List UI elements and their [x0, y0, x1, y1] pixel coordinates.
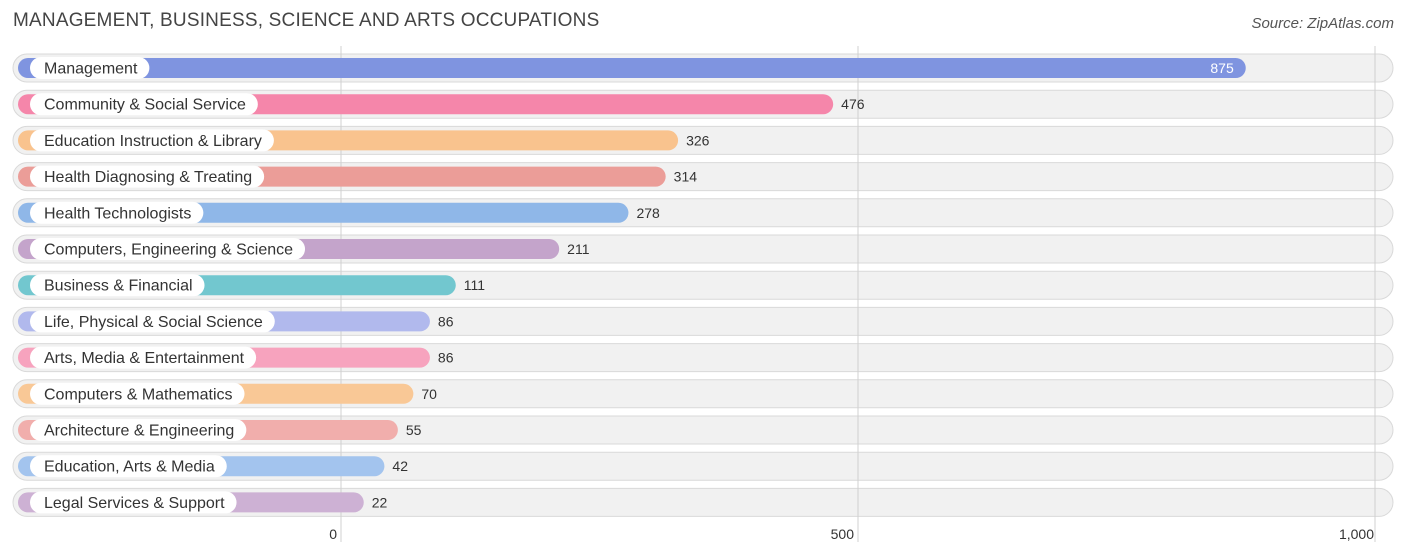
category-label-pill [30, 201, 204, 224]
category-label-pill [30, 165, 265, 188]
category-label-pill [30, 274, 205, 297]
value-label: 55 [406, 422, 422, 438]
value-label: 70 [421, 386, 437, 402]
category-label: Computers & Mathematics [44, 386, 233, 403]
category-label: Education Instruction & Library [44, 133, 262, 150]
category-label-pill [30, 238, 306, 260]
value-label: 314 [674, 169, 698, 185]
category-label-pill [30, 93, 258, 116]
value-label: 22 [372, 494, 388, 510]
value-label: 875 [1210, 60, 1234, 76]
category-label-pill [30, 310, 275, 333]
category-label-pill [30, 419, 247, 441]
x-tick-label: 500 [831, 526, 855, 542]
category-label: Health Diagnosing & Treating [44, 169, 252, 186]
category-label: Life, Physical & Social Science [44, 314, 263, 331]
category-label: Education, Arts & Media [44, 459, 215, 476]
value-label: 278 [636, 205, 660, 221]
bars: Management 875 Community & Social Service 4… [18, 57, 1246, 514]
category-label-pill [30, 57, 150, 79]
category-label: Business & Financial [44, 278, 193, 295]
category-label: Legal Services & Support [44, 495, 225, 512]
category-label-pill [30, 129, 274, 152]
category-label-pill [30, 346, 257, 369]
value-label: 326 [686, 132, 710, 148]
x-tick-label: 0 [329, 526, 337, 542]
category-label: Computers, Engineering & Science [44, 242, 293, 259]
category-label-pill [30, 382, 245, 405]
chart-title: MANAGEMENT, BUSINESS, SCIENCE AND ARTS O… [13, 10, 600, 31]
category-label: Health Technologists [44, 205, 191, 222]
value-label: 42 [392, 458, 408, 474]
x-axis-ticks: 0 500 1,000 [329, 526, 1374, 542]
category-label: Architecture & Engineering [44, 423, 234, 440]
value-label: 111 [464, 277, 485, 293]
value-label: 476 [841, 96, 865, 112]
category-label-pill [30, 455, 227, 478]
source-label: Source: ZipAtlas.com [1251, 15, 1394, 32]
bar [18, 58, 1246, 78]
value-label: 86 [438, 350, 454, 366]
category-label: Management [44, 61, 138, 78]
x-tick-label: 1,000 [1339, 526, 1374, 542]
value-label: 86 [438, 313, 454, 329]
value-label: 211 [567, 241, 590, 257]
category-label: Community & Social Service [44, 97, 246, 114]
category-label-pill [30, 491, 237, 514]
category-label: Arts, Media & Entertainment [44, 350, 245, 367]
